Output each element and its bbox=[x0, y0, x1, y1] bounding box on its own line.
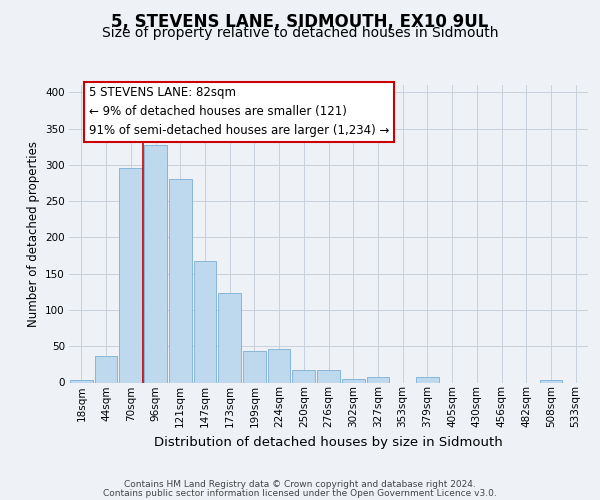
Bar bbox=[70, 380, 93, 382]
Text: Contains HM Land Registry data © Crown copyright and database right 2024.: Contains HM Land Registry data © Crown c… bbox=[124, 480, 476, 489]
Bar bbox=[342, 379, 365, 382]
Bar bbox=[367, 378, 389, 382]
Bar bbox=[268, 349, 290, 382]
X-axis label: Distribution of detached houses by size in Sidmouth: Distribution of detached houses by size … bbox=[154, 436, 503, 448]
Bar bbox=[539, 380, 562, 382]
Text: 5, STEVENS LANE, SIDMOUTH, EX10 9UL: 5, STEVENS LANE, SIDMOUTH, EX10 9UL bbox=[112, 12, 488, 30]
Bar bbox=[416, 378, 439, 382]
Bar bbox=[292, 370, 315, 382]
Bar bbox=[194, 262, 216, 382]
Text: Size of property relative to detached houses in Sidmouth: Size of property relative to detached ho… bbox=[102, 26, 498, 40]
Y-axis label: Number of detached properties: Number of detached properties bbox=[26, 141, 40, 327]
Bar bbox=[169, 180, 191, 382]
Text: 5 STEVENS LANE: 82sqm
← 9% of detached houses are smaller (121)
91% of semi-deta: 5 STEVENS LANE: 82sqm ← 9% of detached h… bbox=[89, 86, 389, 138]
Text: Contains public sector information licensed under the Open Government Licence v3: Contains public sector information licen… bbox=[103, 488, 497, 498]
Bar bbox=[119, 168, 142, 382]
Bar bbox=[218, 293, 241, 382]
Bar bbox=[95, 356, 118, 382]
Bar bbox=[317, 370, 340, 382]
Bar bbox=[144, 144, 167, 382]
Bar bbox=[243, 352, 266, 382]
